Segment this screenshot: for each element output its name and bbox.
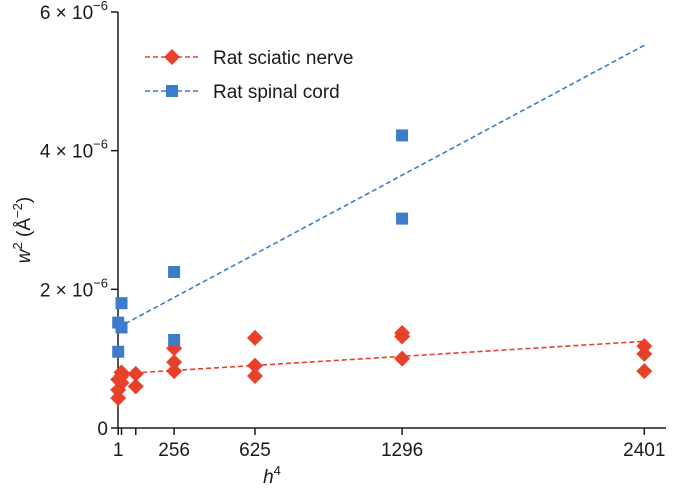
y-tick-label: 6 × 10−6 (40, 0, 108, 24)
data-point-square (112, 345, 125, 358)
axes: 0 2 × 10−6 4 × 10−6 6 × 10−6 1 256 625 1296 2401 (40, 0, 666, 461)
x-tick-label: 256 (158, 440, 190, 461)
data-point-square (396, 212, 409, 225)
data-point-diamond (127, 378, 144, 395)
fit-line (118, 340, 645, 375)
data-point-diamond (247, 368, 263, 384)
y-tick-label: 4 × 10−6 (40, 137, 108, 163)
fit-lines (117, 44, 645, 375)
legend: Rat sciatic nerve Rat spinal cord (145, 48, 353, 103)
data-point-square (115, 321, 128, 334)
data-point-square (166, 85, 178, 97)
y-tick-label: 2 × 10−6 (40, 275, 108, 301)
data-point-diamond (113, 368, 130, 384)
x-tick-label: 1296 (381, 440, 423, 461)
x-tick-label: 2401 (623, 440, 665, 461)
data-point-square (168, 266, 181, 278)
data-point-diamond (166, 354, 183, 371)
data-point-diamond (166, 363, 183, 380)
legend-label: Rat spinal cord (213, 82, 340, 103)
data-point-diamond (636, 338, 653, 355)
data-point-diamond (247, 329, 263, 346)
data-point-diamond (394, 350, 411, 367)
x-axis-title: h4 (263, 463, 281, 488)
legend-label: Rat sciatic nerve (213, 48, 353, 69)
data-point-diamond (164, 49, 180, 65)
fit-line (117, 44, 645, 329)
data-point-diamond (110, 390, 127, 407)
data-markers (110, 129, 653, 407)
data-point-diamond (247, 357, 263, 374)
x-tick-label: 1 (113, 440, 124, 461)
data-point-square (396, 129, 409, 142)
axis-titles: h4 w2 (Å−2) (10, 197, 281, 488)
data-point-diamond (636, 363, 653, 380)
y-tick-label: 0 (97, 419, 108, 440)
data-point-diamond (394, 325, 411, 342)
data-point-square (115, 297, 128, 310)
x-tick-label: 625 (239, 440, 271, 461)
data-point-square (168, 333, 181, 346)
y-axis-title: w2 (Å−2) (10, 197, 35, 263)
data-point-diamond (127, 365, 144, 382)
